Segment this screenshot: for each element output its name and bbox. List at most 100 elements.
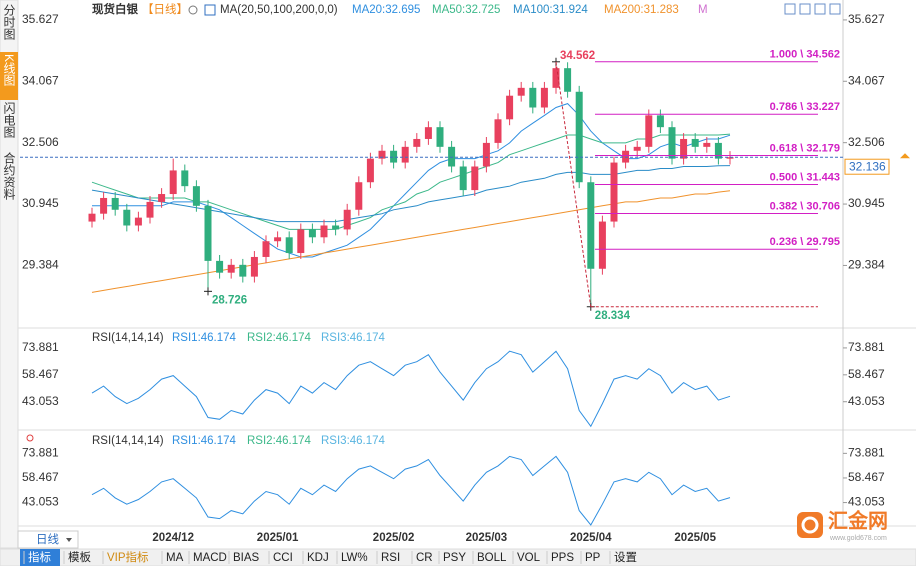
- y-tick-label: 73.881: [848, 340, 885, 354]
- candle-body: [656, 115, 664, 128]
- candle-body: [448, 146, 456, 167]
- candle-body: [239, 264, 247, 277]
- candle-body: [378, 150, 386, 159]
- x-tick-label: 2025/04: [570, 532, 612, 544]
- period-select-label[interactable]: 日线: [36, 532, 59, 546]
- candle-body: [169, 170, 177, 195]
- candle-body: [343, 209, 351, 230]
- y-tick-label: 43.053: [848, 495, 885, 509]
- candle-body: [471, 166, 479, 191]
- candle-body: [308, 229, 316, 238]
- toolbar-tab[interactable]: VIP指标: [107, 550, 149, 564]
- candle-body: [216, 260, 224, 273]
- candle-body: [610, 162, 618, 222]
- toolbar-tab[interactable]: CR: [416, 552, 433, 564]
- sidebar-tab[interactable]: 合约资料: [2, 151, 16, 200]
- icon[interactable]: [188, 5, 198, 15]
- y-tick-label: 58.467: [848, 367, 885, 381]
- x-tick-label: 2024/12: [152, 532, 194, 544]
- legend-entry: MA100:31.924: [513, 4, 588, 16]
- candle-body: [158, 194, 166, 202]
- extra: M: [698, 4, 708, 16]
- toolbar-tab[interactable]: MA: [166, 552, 184, 564]
- sidebar-tab[interactable]: 分时图: [2, 4, 16, 40]
- icon[interactable]: [784, 3, 796, 15]
- legend-entry: MA200:31.283: [604, 4, 679, 16]
- candle-body: [564, 68, 572, 92]
- toolbar-tab[interactable]: LW%: [341, 552, 368, 564]
- y-tick-label: 29.384: [22, 258, 59, 272]
- logo-mark: [801, 516, 819, 534]
- icon[interactable]: [204, 4, 216, 16]
- legend-entry: RSI2:46.174: [247, 435, 312, 447]
- candle-body: [680, 138, 688, 159]
- toolbar-tab[interactable]: PSY: [443, 552, 466, 564]
- sidebar-tab[interactable]: K线图: [2, 54, 16, 86]
- logo: 汇金网 www.gold678.com: [797, 508, 888, 542]
- icon[interactable]: [26, 434, 34, 442]
- toolbar-tab[interactable]: KDJ: [307, 552, 329, 564]
- candle-body: [714, 142, 722, 159]
- legend-entry: RSI2:46.174: [247, 332, 312, 344]
- candle-body: [146, 201, 154, 218]
- ma-line: [91, 190, 731, 293]
- period-select[interactable]: [17, 530, 79, 549]
- icon[interactable]: [829, 3, 841, 15]
- candle-body: [401, 146, 409, 163]
- last-price-label: 32.136: [849, 159, 886, 173]
- candle-body: [552, 68, 560, 88]
- icon[interactable]: [814, 3, 826, 15]
- tab-active[interactable]: [20, 549, 60, 566]
- toolbar-tab[interactable]: 指标: [28, 550, 51, 564]
- legend-entry: RSI1:46.174: [172, 435, 237, 447]
- y-tick-label: 34.067: [22, 73, 59, 87]
- instrument: 现货白银: [92, 2, 138, 16]
- candle-body: [459, 166, 467, 191]
- y-tick-label: 32.506: [22, 135, 59, 149]
- sidebar-tab[interactable]: 闪电图: [2, 102, 16, 138]
- candle-body: [482, 142, 490, 167]
- candle-body: [100, 197, 108, 214]
- candle-body: [668, 127, 676, 159]
- dropdown-arrow[interactable]: [66, 538, 72, 542]
- toolbar-tab[interactable]: CCI: [273, 552, 293, 564]
- legend-entry: MA20:32.695: [352, 4, 420, 16]
- candle-body: [424, 127, 432, 139]
- x-tick-label: 2025/02: [373, 532, 415, 544]
- x-tick-label: 2025/01: [257, 532, 299, 544]
- y-tick-label: 58.467: [22, 367, 59, 381]
- toolbar-tab[interactable]: PP: [585, 552, 601, 564]
- annotation-label: 28.334: [595, 310, 631, 322]
- x-tick-label: 2025/05: [674, 532, 716, 544]
- y-tick-label: 43.053: [22, 495, 59, 509]
- tool-icons[interactable]: [784, 3, 841, 15]
- fib-label: 0.500 \ 31.443: [770, 171, 840, 183]
- y-tick-label: 73.881: [22, 340, 59, 354]
- y-tick-label: 43.053: [22, 394, 59, 408]
- period[interactable]: 【日线】: [142, 2, 188, 16]
- y-tick-label: 34.067: [848, 73, 885, 87]
- candle-body: [529, 87, 537, 108]
- annotation-label: 28.726: [212, 294, 247, 306]
- logo-name: 汇金网: [828, 508, 888, 532]
- toolbar-tab[interactable]: 设置: [614, 551, 637, 564]
- toolbar-tab[interactable]: BOLL: [477, 552, 507, 564]
- y-tick-label: 35.627: [848, 12, 885, 26]
- toolbar-tab[interactable]: PPS: [551, 552, 574, 564]
- sidebar: [0, 0, 19, 549]
- candle-body: [332, 225, 340, 230]
- y-tick-label: 30.945: [22, 196, 59, 210]
- indicator-title: RSI(14,14,14): [92, 435, 164, 447]
- toolbar-tab[interactable]: BIAS: [233, 552, 260, 564]
- rsi-line: [91, 350, 731, 428]
- toolbar-tab[interactable]: MACD: [193, 552, 227, 564]
- candle-body: [517, 87, 525, 96]
- y-tick-label: 35.627: [22, 12, 59, 26]
- toolbar-tab[interactable]: VOL: [517, 552, 541, 564]
- toolbar-tab[interactable]: 模板: [68, 550, 91, 564]
- icon[interactable]: [799, 3, 811, 15]
- toolbar-tab[interactable]: RSI: [381, 552, 400, 564]
- candle-body: [598, 221, 606, 269]
- rsi-line: [91, 455, 731, 526]
